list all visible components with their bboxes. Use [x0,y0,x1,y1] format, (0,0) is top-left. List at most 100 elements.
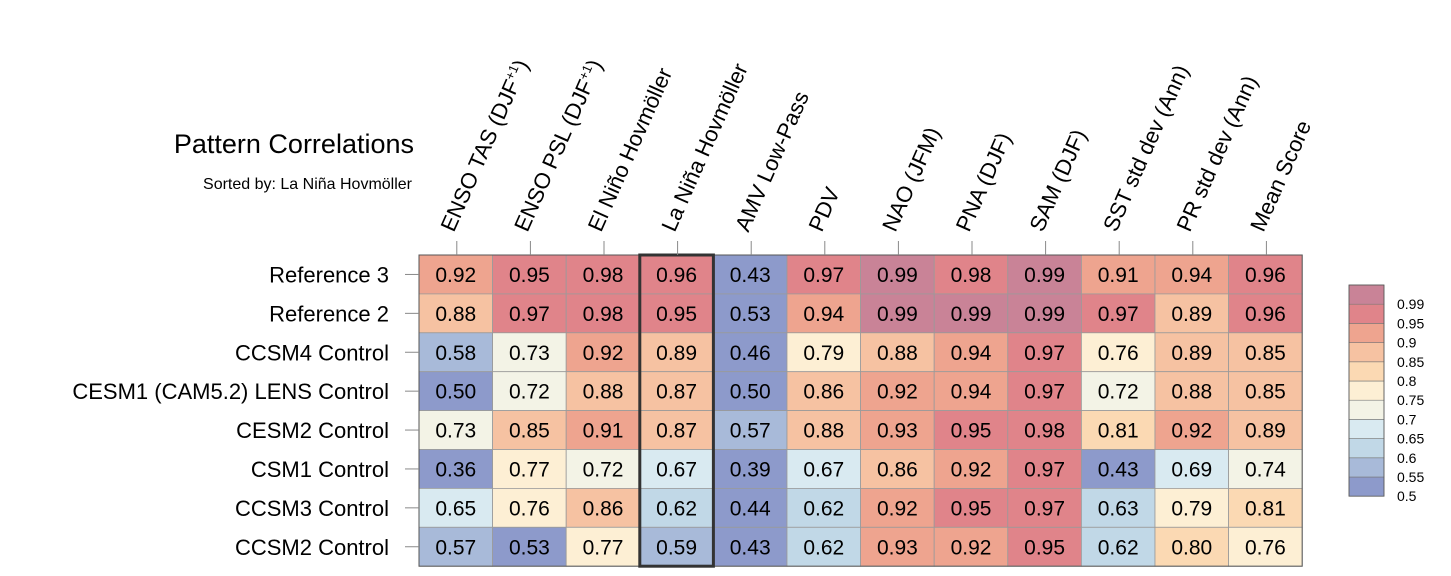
cell-value: 0.43 [730,264,771,287]
cell-value: 0.92 [435,264,476,287]
column-label: AMV Low-Pass [730,87,814,235]
cell-value: 0.97 [1024,342,1065,365]
heatmap-cell [1228,487,1303,528]
column-label: Mean Score [1245,116,1316,235]
cell-value: 0.72 [583,458,624,481]
row-label: CCSM2 Control [235,535,389,560]
column-label-text: PDV [804,183,845,235]
heatmap-cell [418,410,493,450]
heatmap-cell [418,371,493,412]
heatmap-cell [418,487,493,528]
heatmap-cell [1154,487,1229,528]
cell-value: 0.98 [951,264,992,287]
heatmap-cell [565,526,641,567]
cell-value: 0.89 [1171,342,1212,365]
column-label-superscript: +1 [502,62,522,82]
cell-value: 0.88 [583,381,624,404]
cell-value: 0.88 [1171,381,1212,404]
column-label-text: PNA (DJF) [951,129,1017,235]
heatmap-cell [418,332,493,373]
heatmap-cell [565,332,641,373]
cell-value: 0.53 [509,536,550,559]
heatmap-cell [933,449,1009,489]
cell-value: 0.97 [1024,497,1065,520]
heatmap-frame [418,254,1303,567]
cell-value: 0.99 [877,264,918,287]
heatmap-cell [1154,526,1229,567]
heatmap-cell [860,487,935,528]
cell-value: 0.97 [1024,381,1065,404]
heatmap-cell [492,293,567,334]
heatmap-cell [1154,371,1229,412]
heatmap-cell [492,487,567,528]
row-label: CCSM3 Control [235,496,389,521]
heatmap-cell [860,332,935,373]
cell-value: 0.39 [730,458,771,481]
heatmap-cell [786,293,861,334]
heatmap-grid: 0.92 0.95 0.98 0.96 0.43 0.97 0.99 0.98 0.99 0.91… [418,253,1303,568]
column-label: NAO (JFM) [877,123,945,235]
cell-value: 0.86 [877,458,918,481]
row-label: CCSM4 Control [235,340,389,365]
cell-value: 0.58 [435,342,476,365]
cell-value: 0.62 [803,536,844,559]
heatmap-cell [418,526,493,567]
column-label-text: NAO (JFM) [877,123,945,235]
heatmap-cell [1081,293,1156,334]
heatmap-cell [418,449,493,489]
cell-value: 0.62 [1098,536,1139,559]
column-label-text: ENSO TAS (DJF [436,76,525,235]
cell-value: 0.95 [951,497,992,520]
cell-value: 0.88 [877,342,918,365]
heatmap-cell [1228,254,1303,295]
heatmap-cell [1228,371,1303,412]
heatmap-cell [492,371,567,412]
heatmap-cell [492,254,567,295]
colorbar-label: 0.75 [1397,392,1424,408]
heatmap-cell [1154,410,1229,450]
heatmap-cell [786,371,861,412]
colorbar-label: 0.6 [1397,450,1417,466]
heatmap-cell [786,449,861,489]
cell-value: 0.95 [509,264,550,287]
row-label: Reference 2 [269,301,389,326]
heatmap-cell [786,254,861,295]
cell-value: 0.91 [1098,264,1139,287]
cell-value: 0.50 [435,381,476,404]
column-label-text: PR std dev (Ann) [1172,72,1263,235]
heatmap-cell [639,332,714,373]
heatmap-cell [933,410,1009,450]
cell-value: 0.95 [656,303,697,326]
colorbar-label: 0.85 [1397,354,1424,370]
cell-value: 0.97 [1098,303,1139,326]
cell-value: 0.44 [730,497,771,520]
cell-value: 0.76 [1245,536,1286,559]
cell-value: 0.81 [1098,420,1139,443]
colorbar-swatch [1348,323,1385,343]
heatmap-cell [1007,293,1082,334]
heatmap-cell [565,371,641,412]
cell-value: 0.97 [509,303,550,326]
colorbar-swatch [1348,284,1385,305]
cell-value: 0.93 [877,420,918,443]
cell-value: 0.77 [583,536,624,559]
heatmap-cell [786,487,861,528]
cell-value: 0.99 [951,303,992,326]
colorbar-label: 0.55 [1397,469,1424,485]
colorbar-swatch [1348,419,1385,439]
heatmap-cell [860,371,935,412]
colorbar-swatch [1348,457,1385,478]
cell-value: 0.76 [1098,342,1139,365]
heatmap-cell [713,487,788,528]
cell-value: 0.80 [1171,536,1212,559]
cell-value: 0.79 [803,342,844,365]
heatmap-cell [933,254,1009,295]
cell-value: 0.73 [509,342,550,365]
heatmap-cell [639,487,714,528]
heatmap-cell [786,410,861,450]
cell-value: 0.89 [1171,303,1212,326]
column-label-text: Mean Score [1245,116,1316,235]
cell-value: 0.43 [1098,458,1139,481]
cell-value: 0.88 [803,420,844,443]
